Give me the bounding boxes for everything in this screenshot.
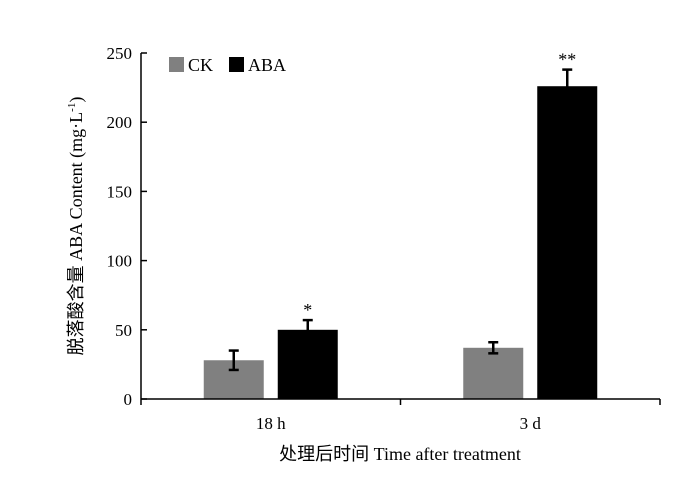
x-axis-ticks: 18 h 3 d	[140, 399, 661, 433]
y-axis-ticks: 0 50 100 150 200 250	[107, 44, 147, 409]
x-tick-label: 3 d	[520, 414, 542, 433]
bar-aba	[537, 86, 598, 399]
legend-label-ck: CK	[188, 55, 213, 75]
chart-marks: ***	[203, 50, 598, 399]
y-tick-label: 250	[107, 44, 133, 63]
x-tick-label: 18 h	[256, 414, 286, 433]
y-axis-title-main: 脱落酸含量 ABA Content (mg·L	[66, 112, 87, 356]
y-tick-label: 150	[107, 182, 133, 201]
y-tick-label: 200	[107, 113, 133, 132]
bar-ck	[463, 347, 524, 399]
y-tick-label: 0	[124, 390, 133, 409]
legend-label-aba: ABA	[248, 55, 286, 75]
chart-legend: CK ABA	[169, 55, 286, 75]
legend-swatch-aba	[229, 57, 244, 72]
significance-marker: **	[558, 50, 576, 70]
y-axis-title-exponent: -1	[66, 103, 78, 112]
bar-aba	[277, 329, 338, 399]
legend-swatch-ck	[169, 57, 184, 72]
chart-axes: 0 50 100 150 200 250 18 h 3 d	[107, 44, 661, 433]
y-axis-title: 脱落酸含量 ABA Content (mg·L-1)	[66, 97, 87, 356]
y-axis-title-suffix: )	[66, 97, 87, 103]
x-axis-title: 处理后时间 Time after treatment	[279, 444, 521, 464]
y-tick-label: 50	[115, 321, 132, 340]
y-tick-label: 100	[107, 252, 133, 271]
significance-marker: *	[303, 300, 312, 320]
